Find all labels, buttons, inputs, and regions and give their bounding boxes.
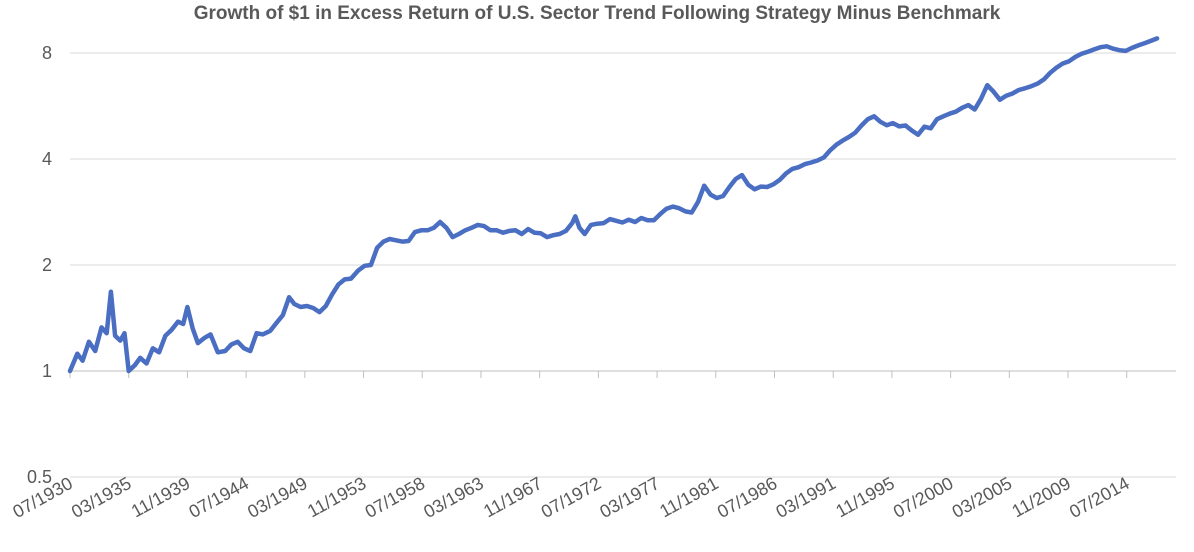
y-tick-label: 4	[42, 149, 52, 169]
x-tick-label: 03/2005	[949, 473, 1016, 522]
x-tick-label: 07/1972	[538, 473, 605, 522]
x-tick-label: 03/1963	[420, 473, 487, 522]
x-tick-label: 03/1949	[244, 473, 311, 522]
x-tick-label: 11/1967	[480, 473, 545, 521]
x-axis	[69, 370, 1176, 378]
x-tick-label: 11/1981	[656, 473, 721, 521]
x-tick-label: 07/1986	[714, 473, 781, 522]
y-tick-label: 1	[42, 361, 52, 381]
x-tick-label: 03/1991	[773, 473, 840, 522]
chart-title: Growth of $1 in Excess Return of U.S. Se…	[193, 3, 1001, 24]
x-tick-label: 11/1995	[832, 473, 897, 521]
x-tick-label: 07/2014	[1066, 473, 1133, 522]
y-tick-label: 2	[42, 255, 52, 275]
x-tick-label: 11/1953	[304, 473, 369, 521]
x-tick-label: 03/1977	[596, 473, 663, 522]
x-axis-tick-labels: 07/193003/193511/193907/194403/194911/19…	[9, 473, 1132, 522]
y-axis-tick-labels: 8 4 2 1 0.5	[27, 43, 52, 487]
x-tick-label: 07/1944	[185, 473, 252, 522]
series-line	[67, 36, 1160, 374]
x-tick-label: 11/1939	[128, 473, 193, 521]
x-tick-label: 07/2000	[890, 473, 957, 522]
x-tick-label: 03/1935	[68, 473, 135, 522]
series-layer	[67, 36, 1160, 374]
y-tick-label: 8	[42, 43, 52, 63]
x-tick-label: 07/1958	[362, 473, 429, 522]
y-tick-label: 0.5	[27, 467, 52, 487]
x-tick-label: 11/2009	[1009, 473, 1074, 521]
grid-lines	[70, 52, 1176, 478]
